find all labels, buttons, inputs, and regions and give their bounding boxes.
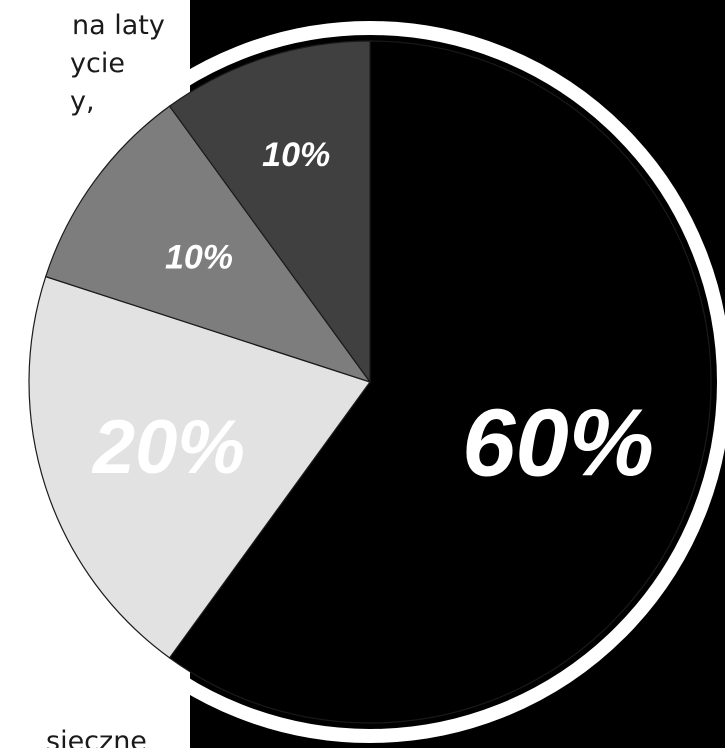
text-fragment-1: na laty [72, 10, 165, 41]
pie-slice-2 [28, 275, 371, 659]
pie-outer-ring [9, 21, 725, 743]
pie-label-4: 10% [262, 136, 330, 174]
pie-label-2: 20% [91, 405, 245, 490]
pie-slice-1 [168, 40, 712, 724]
pie-labels: 60% 20% 10% 10% [91, 136, 654, 497]
text-fragment-3: y, [70, 86, 95, 117]
pie-slice-4 [168, 40, 371, 384]
pie-slices [28, 40, 712, 724]
pie-label-3: 10% [165, 239, 233, 277]
pie-slice-3 [44, 105, 372, 384]
text-fragment-4: sieczne [46, 726, 147, 748]
pie-label-1: 60% [462, 390, 654, 497]
text-fragment-2: ycie [70, 48, 125, 79]
